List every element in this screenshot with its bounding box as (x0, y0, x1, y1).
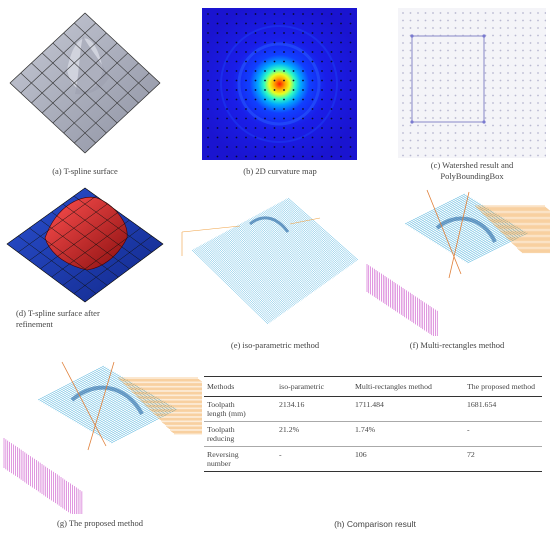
iso-parametric-toolpath-figure (181, 197, 359, 325)
cell-multi: 106 (352, 446, 464, 472)
panel-b-curvature-map (202, 8, 357, 160)
caption-c-line1: (c) Watershed result and (430, 160, 514, 170)
table-row: Toolpath length (mm) 2134.16 1711.484 16… (204, 396, 542, 422)
panel-e-iso-parametric (180, 188, 362, 328)
caption-b: (b) 2D curvature map (243, 166, 317, 176)
tspline-surface-figure (9, 12, 161, 154)
panel-a-tspline-surface (5, 8, 165, 158)
caption-g: (g) The proposed method (56, 518, 143, 528)
cell-multi: 1711.484 (352, 396, 464, 422)
cell-iso: - (276, 446, 352, 472)
multi-rectangles-toolpath-figure (366, 189, 550, 336)
row-label: Toolpath reducing (204, 421, 276, 447)
row-label-line2: length (mm) (207, 409, 246, 418)
row-label: Toolpath length (mm) (204, 396, 276, 422)
cell-iso: 2134.16 (276, 396, 352, 422)
header-multi: Multi-rectangles method (352, 376, 464, 397)
caption-c-line2: PolyBoundingBox (440, 170, 504, 181)
table-row: Reversing number - 106 72 (204, 446, 542, 472)
cell-proposed: 1681.654 (464, 396, 542, 422)
cell-multi: 1.74% (352, 421, 464, 447)
row-label-line1: Toolpath (207, 400, 235, 409)
proposed-toolpath-figure (3, 361, 202, 514)
row-label-line2: number (207, 459, 231, 468)
caption-d-line1: (d) T-spline surface after (16, 308, 100, 318)
caption-c: (c) Watershed result and PolyBoundingBox (398, 160, 546, 181)
caption-h: (h) Comparison result (334, 519, 416, 529)
caption-e: (e) iso-parametric method (230, 340, 320, 350)
panel-g-proposed (2, 354, 202, 514)
cell-proposed: - (464, 421, 542, 447)
table-row: Toolpath reducing 21.2% 1.74% - (204, 421, 542, 447)
caption-d: (d) T-spline surface after refinement (16, 308, 166, 329)
row-label-line2: reducing (207, 434, 235, 443)
panel-d-refined-surface (5, 186, 165, 304)
row-label: Reversing number (204, 446, 276, 472)
header-methods: Methods (204, 376, 276, 397)
header-proposed: The proposed method (464, 376, 542, 397)
cell-proposed: 72 (464, 446, 542, 472)
panel-c-watershed (398, 8, 546, 158)
table-header-row: Methods iso-parametric Multi-rectangles … (204, 376, 542, 397)
caption-a: (a) T-spline surface (52, 166, 118, 176)
cell-iso: 21.2% (276, 421, 352, 447)
header-iso: iso-parametric (276, 376, 352, 397)
caption-f: (f) Multi-rectangles method (409, 340, 505, 350)
row-label-line1: Toolpath (207, 425, 235, 434)
refined-surface-figure (6, 187, 164, 303)
watershed-figure (398, 8, 546, 158)
caption-d-line2: refinement (16, 318, 53, 329)
row-label-line1: Reversing (207, 450, 239, 459)
curvature-map-figure (202, 8, 357, 160)
panel-f-multi-rectangles (365, 186, 550, 336)
comparison-table: Methods iso-parametric Multi-rectangles … (204, 376, 542, 472)
